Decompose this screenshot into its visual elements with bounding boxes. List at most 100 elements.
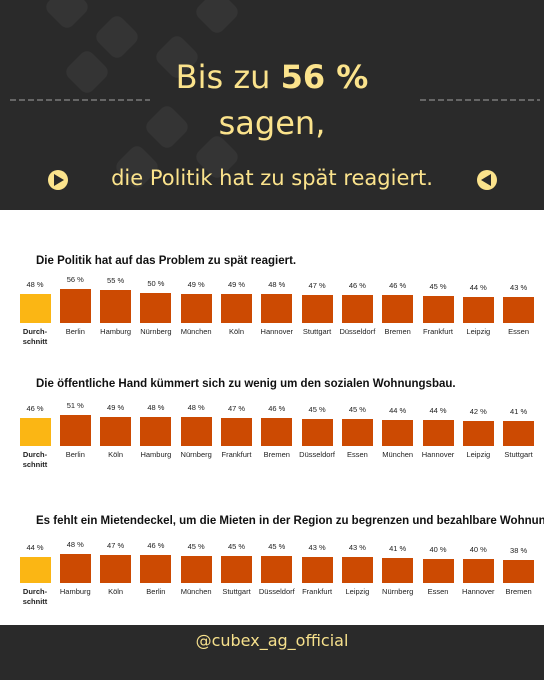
category-label: Köln xyxy=(108,587,124,596)
header-decoration xyxy=(10,0,540,190)
bar xyxy=(100,416,132,446)
value-label: 38 % xyxy=(510,546,528,556)
category-label: Bremen xyxy=(263,450,290,459)
bar xyxy=(221,293,252,323)
value-label: 48 % xyxy=(187,403,205,413)
category-label: Frankfurt xyxy=(221,450,252,459)
bar xyxy=(301,419,333,446)
category-label: Durch- schnitt xyxy=(22,327,48,346)
category-label: Berlin xyxy=(65,450,85,459)
category-label: Stuttgart xyxy=(504,450,533,459)
chart: Die öffentliche Hand kümmert sich zu wen… xyxy=(0,378,544,488)
value-label: 44 % xyxy=(429,405,447,415)
value-label: 47 % xyxy=(308,280,326,290)
headline-line2: sagen, xyxy=(218,104,326,142)
bar xyxy=(221,556,252,583)
bar xyxy=(140,417,172,446)
category-label: Durch- schnitt xyxy=(22,450,48,469)
category-label: Frankfurt xyxy=(302,587,333,596)
bar xyxy=(59,289,91,323)
bar xyxy=(100,290,132,323)
bar xyxy=(462,296,494,323)
value-label: 45 % xyxy=(308,405,326,414)
value-label: 45 % xyxy=(187,542,205,551)
headline: Bis zu 56 % xyxy=(0,58,544,96)
subtitle: die Politik hat zu spät reagiert. xyxy=(111,166,433,190)
bar xyxy=(341,295,373,323)
category-label: Nürnberg xyxy=(180,450,212,459)
category-label: Leipzig xyxy=(466,327,491,336)
bar xyxy=(100,554,132,583)
category-label: Essen xyxy=(427,587,449,596)
category-label: Durch- schnitt xyxy=(22,587,48,606)
bar xyxy=(59,554,91,583)
bar xyxy=(59,415,91,446)
category-label: Berlin xyxy=(65,327,85,336)
bar xyxy=(261,294,293,323)
bar xyxy=(19,418,51,446)
value-label: 45 % xyxy=(268,542,286,551)
category-label: Düsseldorf xyxy=(339,327,376,336)
value-label: 45 % xyxy=(429,282,447,291)
value-label: 42 % xyxy=(469,406,487,416)
category-label: Essen xyxy=(508,327,530,336)
value-label: 48 % xyxy=(26,280,44,290)
value-label: 49 % xyxy=(227,279,246,289)
value-label: 48 % xyxy=(268,280,286,290)
category-label: Bremen xyxy=(505,587,532,596)
bar xyxy=(422,296,454,323)
bar xyxy=(180,556,212,583)
category-label: Köln xyxy=(108,450,124,459)
value-label: 47 % xyxy=(107,540,125,550)
value-label: 50 % xyxy=(147,279,165,288)
category-label: München xyxy=(180,327,212,336)
bar xyxy=(341,557,373,583)
category-label: München xyxy=(382,450,414,459)
bar xyxy=(301,557,333,583)
value-label: 43 % xyxy=(308,543,326,553)
category-label: München xyxy=(180,587,212,596)
bar xyxy=(261,556,293,583)
bar xyxy=(382,419,414,446)
category-label: Essen xyxy=(346,450,368,459)
chart-title: Die Politik hat auf das Problem zu spät … xyxy=(36,255,297,267)
chart: Die Politik hat auf das Problem zu spät … xyxy=(0,255,544,365)
value-label: 49 % xyxy=(107,402,125,412)
value-label: 44 % xyxy=(26,542,44,552)
headline-highlight: 56 % xyxy=(280,58,369,96)
value-label: 46 % xyxy=(389,281,407,291)
value-label: 56 % xyxy=(66,275,84,285)
category-label: Hamburg xyxy=(140,450,172,459)
value-label: 51 % xyxy=(66,401,84,411)
category-label: Hamburg xyxy=(59,587,91,596)
category-label: Stuttgart xyxy=(302,327,332,336)
bar xyxy=(19,556,51,583)
headline-prefix: Bis zu xyxy=(175,58,271,96)
value-label: 44 % xyxy=(469,282,487,292)
value-label: 49 % xyxy=(187,279,205,289)
value-label: 43 % xyxy=(510,283,528,293)
category-label: Bremen xyxy=(384,327,411,336)
bar xyxy=(503,421,535,446)
bar xyxy=(422,559,454,583)
bar xyxy=(503,560,535,583)
value-label: 46 % xyxy=(348,281,366,291)
category-label: Stuttgart xyxy=(222,587,251,596)
bar xyxy=(221,417,252,446)
value-label: 47 % xyxy=(227,403,246,413)
category-label: Leipzig xyxy=(345,587,370,596)
value-label: 46 % xyxy=(147,541,165,551)
bar xyxy=(19,294,51,323)
bar xyxy=(261,418,293,446)
bar xyxy=(180,293,212,323)
bar xyxy=(140,555,172,583)
category-label: Berlin xyxy=(146,587,166,596)
category-label: Leipzig xyxy=(466,450,491,459)
value-label: 41 % xyxy=(510,407,528,417)
bar xyxy=(140,293,172,323)
bar xyxy=(341,419,373,446)
bar xyxy=(180,417,212,446)
value-label: 48 % xyxy=(66,540,84,550)
value-label: 55 % xyxy=(107,276,125,285)
